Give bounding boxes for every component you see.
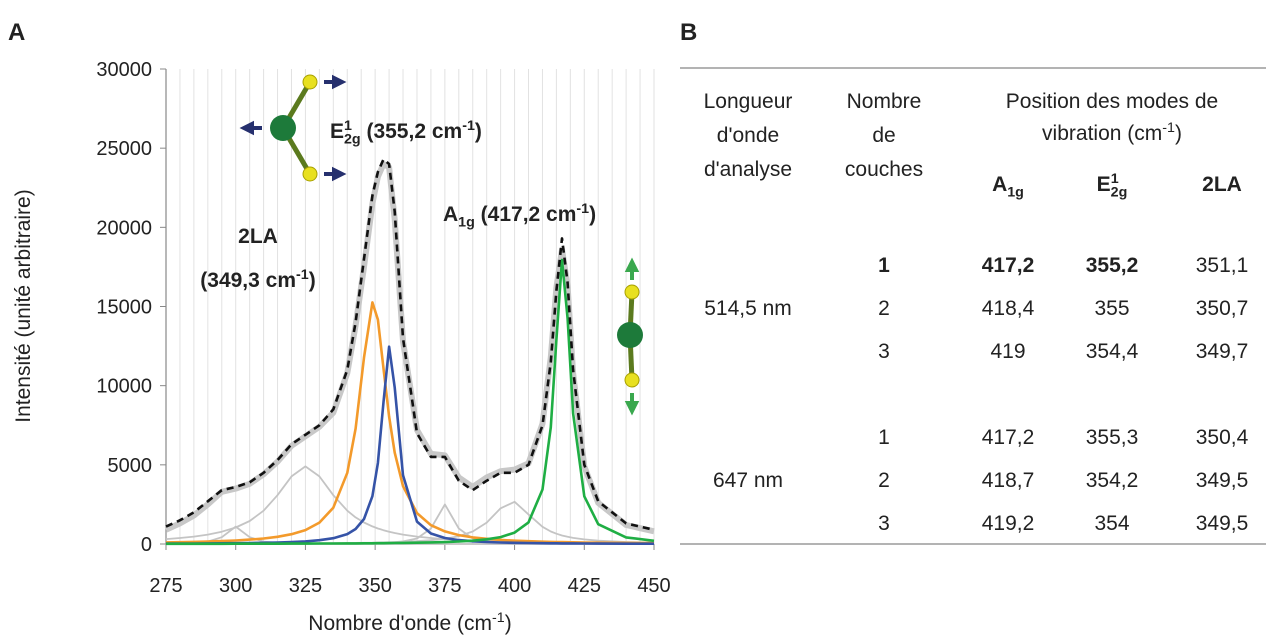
column-header: couches xyxy=(845,158,923,181)
curves xyxy=(164,158,655,546)
table-cell: 354,2 xyxy=(1086,469,1139,492)
table-cell: 355,3 xyxy=(1086,426,1139,449)
text-run: 2LA xyxy=(1202,173,1242,196)
text-run: A xyxy=(992,173,1007,196)
text-run: ) xyxy=(589,203,596,226)
y-tick-label: 5000 xyxy=(108,455,153,477)
text-run: E xyxy=(1097,173,1111,196)
text-run: 2g xyxy=(1111,184,1128,200)
x-tick-label: 350 xyxy=(358,575,391,597)
table-cell: 419,2 xyxy=(982,512,1035,535)
text-run: Nombre d'onde (cm xyxy=(308,612,492,635)
rich-text: 2LA xyxy=(238,225,278,248)
rich-text: 2LA xyxy=(1202,173,1242,196)
text-run: 2LA xyxy=(238,225,278,248)
series-line xyxy=(165,158,655,532)
x-tick-label: 425 xyxy=(568,575,601,597)
molecule-e2g xyxy=(239,74,347,182)
table-cell: 417,2 xyxy=(982,254,1035,277)
text-run: -1 xyxy=(492,610,505,626)
y-tick-label: 0 xyxy=(141,534,152,556)
text-run: ) xyxy=(1175,122,1182,145)
text-run: -1 xyxy=(296,267,309,283)
text-run: -1 xyxy=(1162,120,1175,136)
rich-text: Nombre d'onde (cm-1) xyxy=(308,610,511,635)
table-cell: 350,7 xyxy=(1196,297,1249,320)
table-cell: 1 xyxy=(878,254,890,277)
text-run: Position des modes de xyxy=(1006,90,1218,113)
table-cell: 355 xyxy=(1094,297,1129,320)
x-tick-label: 275 xyxy=(149,575,182,597)
x-tick-label: 325 xyxy=(289,575,322,597)
rich-text: E1 2g (355,2 cm-1) xyxy=(330,118,482,147)
table-cell: 1 xyxy=(878,426,890,449)
text-run: E xyxy=(330,120,344,143)
table-cell: 351,1 xyxy=(1196,254,1249,277)
rich-text: E1 2g xyxy=(1097,171,1128,200)
text-run: -1 xyxy=(462,118,475,134)
column-header: Nombre xyxy=(847,90,922,113)
rich-text: A1g xyxy=(992,173,1024,200)
text-run: 1g xyxy=(1007,184,1024,200)
series-line xyxy=(166,500,655,545)
text-run: A xyxy=(443,203,458,226)
table-cell: 349,5 xyxy=(1196,469,1249,492)
text-run: ) xyxy=(475,120,482,143)
rich-text: Position des modes de xyxy=(1006,90,1218,113)
wavelength: 647 nm xyxy=(713,469,783,492)
table-cell: 349,5 xyxy=(1196,512,1249,535)
table-cell: 418,4 xyxy=(982,297,1035,320)
text-run: 1 xyxy=(1111,171,1119,187)
y-axis-label: Intensité (unité arbitraire) xyxy=(12,189,35,422)
rich-text: (349,3 cm-1) xyxy=(200,267,315,292)
y-tick-label: 15000 xyxy=(96,297,152,319)
text-run: 1 xyxy=(344,118,352,134)
table-cell: 417,2 xyxy=(982,426,1035,449)
text-run: 2g xyxy=(344,131,361,147)
text-run: ) xyxy=(309,269,316,292)
table-cell: 354 xyxy=(1094,512,1129,535)
text-run: (417,2 cm xyxy=(475,203,577,226)
x-tick-label: 450 xyxy=(637,575,670,597)
text-run: vibration (cm xyxy=(1042,122,1162,145)
series-line xyxy=(166,503,654,545)
table-cell: 418,7 xyxy=(982,469,1035,492)
column-header: de xyxy=(872,124,895,147)
text-run: ) xyxy=(505,612,512,635)
series-line xyxy=(166,258,655,546)
table-cell: 419 xyxy=(990,340,1025,363)
text-run: 1g xyxy=(458,214,475,230)
rich-text: vibration (cm-1) xyxy=(1042,120,1182,145)
y-tick-label: 25000 xyxy=(96,138,152,160)
panel-label: A xyxy=(8,19,25,46)
column-header: d'onde xyxy=(717,124,779,147)
table-cell: 3 xyxy=(878,512,890,535)
table: Longueur d'onde d'analyse Nombre de couches Po… xyxy=(680,67,1266,545)
table-cell: 3 xyxy=(878,340,890,363)
column-header: d'analyse xyxy=(704,158,792,181)
text-run: (349,3 cm xyxy=(200,269,296,292)
table-cell: 354,4 xyxy=(1086,340,1139,363)
table-cell: 2 xyxy=(878,469,890,492)
text-run: (355,2 cm xyxy=(361,120,463,143)
x-tick-label: 300 xyxy=(219,575,252,597)
table-cell: 350,4 xyxy=(1196,426,1249,449)
panel-label: B xyxy=(680,19,697,46)
column-header: Longueur xyxy=(704,90,793,113)
y-tick-label: 30000 xyxy=(96,59,152,81)
y-tick-label: 10000 xyxy=(96,376,152,398)
molecule-a1g xyxy=(617,257,643,416)
x-tick-label: 375 xyxy=(428,575,461,597)
table-cell: 355,2 xyxy=(1086,254,1139,277)
table-cell: 2 xyxy=(878,297,890,320)
y-tick-label: 20000 xyxy=(96,217,152,239)
table-cell: 349,7 xyxy=(1196,340,1249,363)
rich-text: A1g (417,2 cm-1) xyxy=(443,201,596,230)
text-run: -1 xyxy=(576,201,589,217)
wavelength: 514,5 nm xyxy=(704,297,792,320)
x-tick-label: 400 xyxy=(498,575,531,597)
